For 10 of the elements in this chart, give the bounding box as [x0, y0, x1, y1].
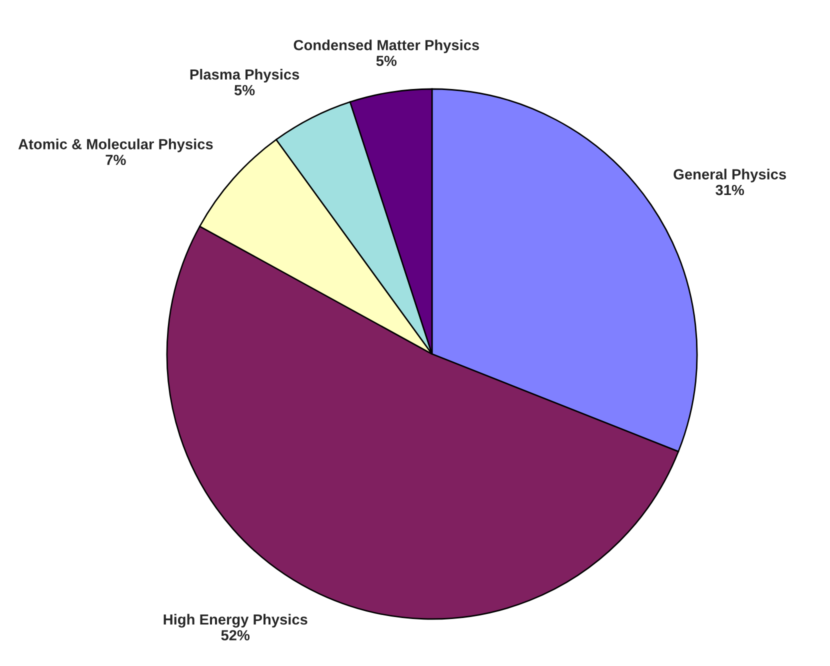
slice-label: High Energy Physics	[164, 614, 308, 628]
data-label: 5%	[376, 56, 397, 66]
slice-label: General Physics	[674, 168, 786, 182]
data-label: 5%	[234, 85, 255, 96]
slice-label: Condensed Matter Physics	[294, 40, 480, 54]
data-label: 7%	[106, 154, 126, 166]
data-label: 52%	[221, 630, 250, 640]
data-label: 31%	[716, 184, 744, 196]
slice-label: Atomic & Molecular Physics	[18, 138, 213, 152]
slice-label: Plasma Physics	[190, 68, 300, 83]
